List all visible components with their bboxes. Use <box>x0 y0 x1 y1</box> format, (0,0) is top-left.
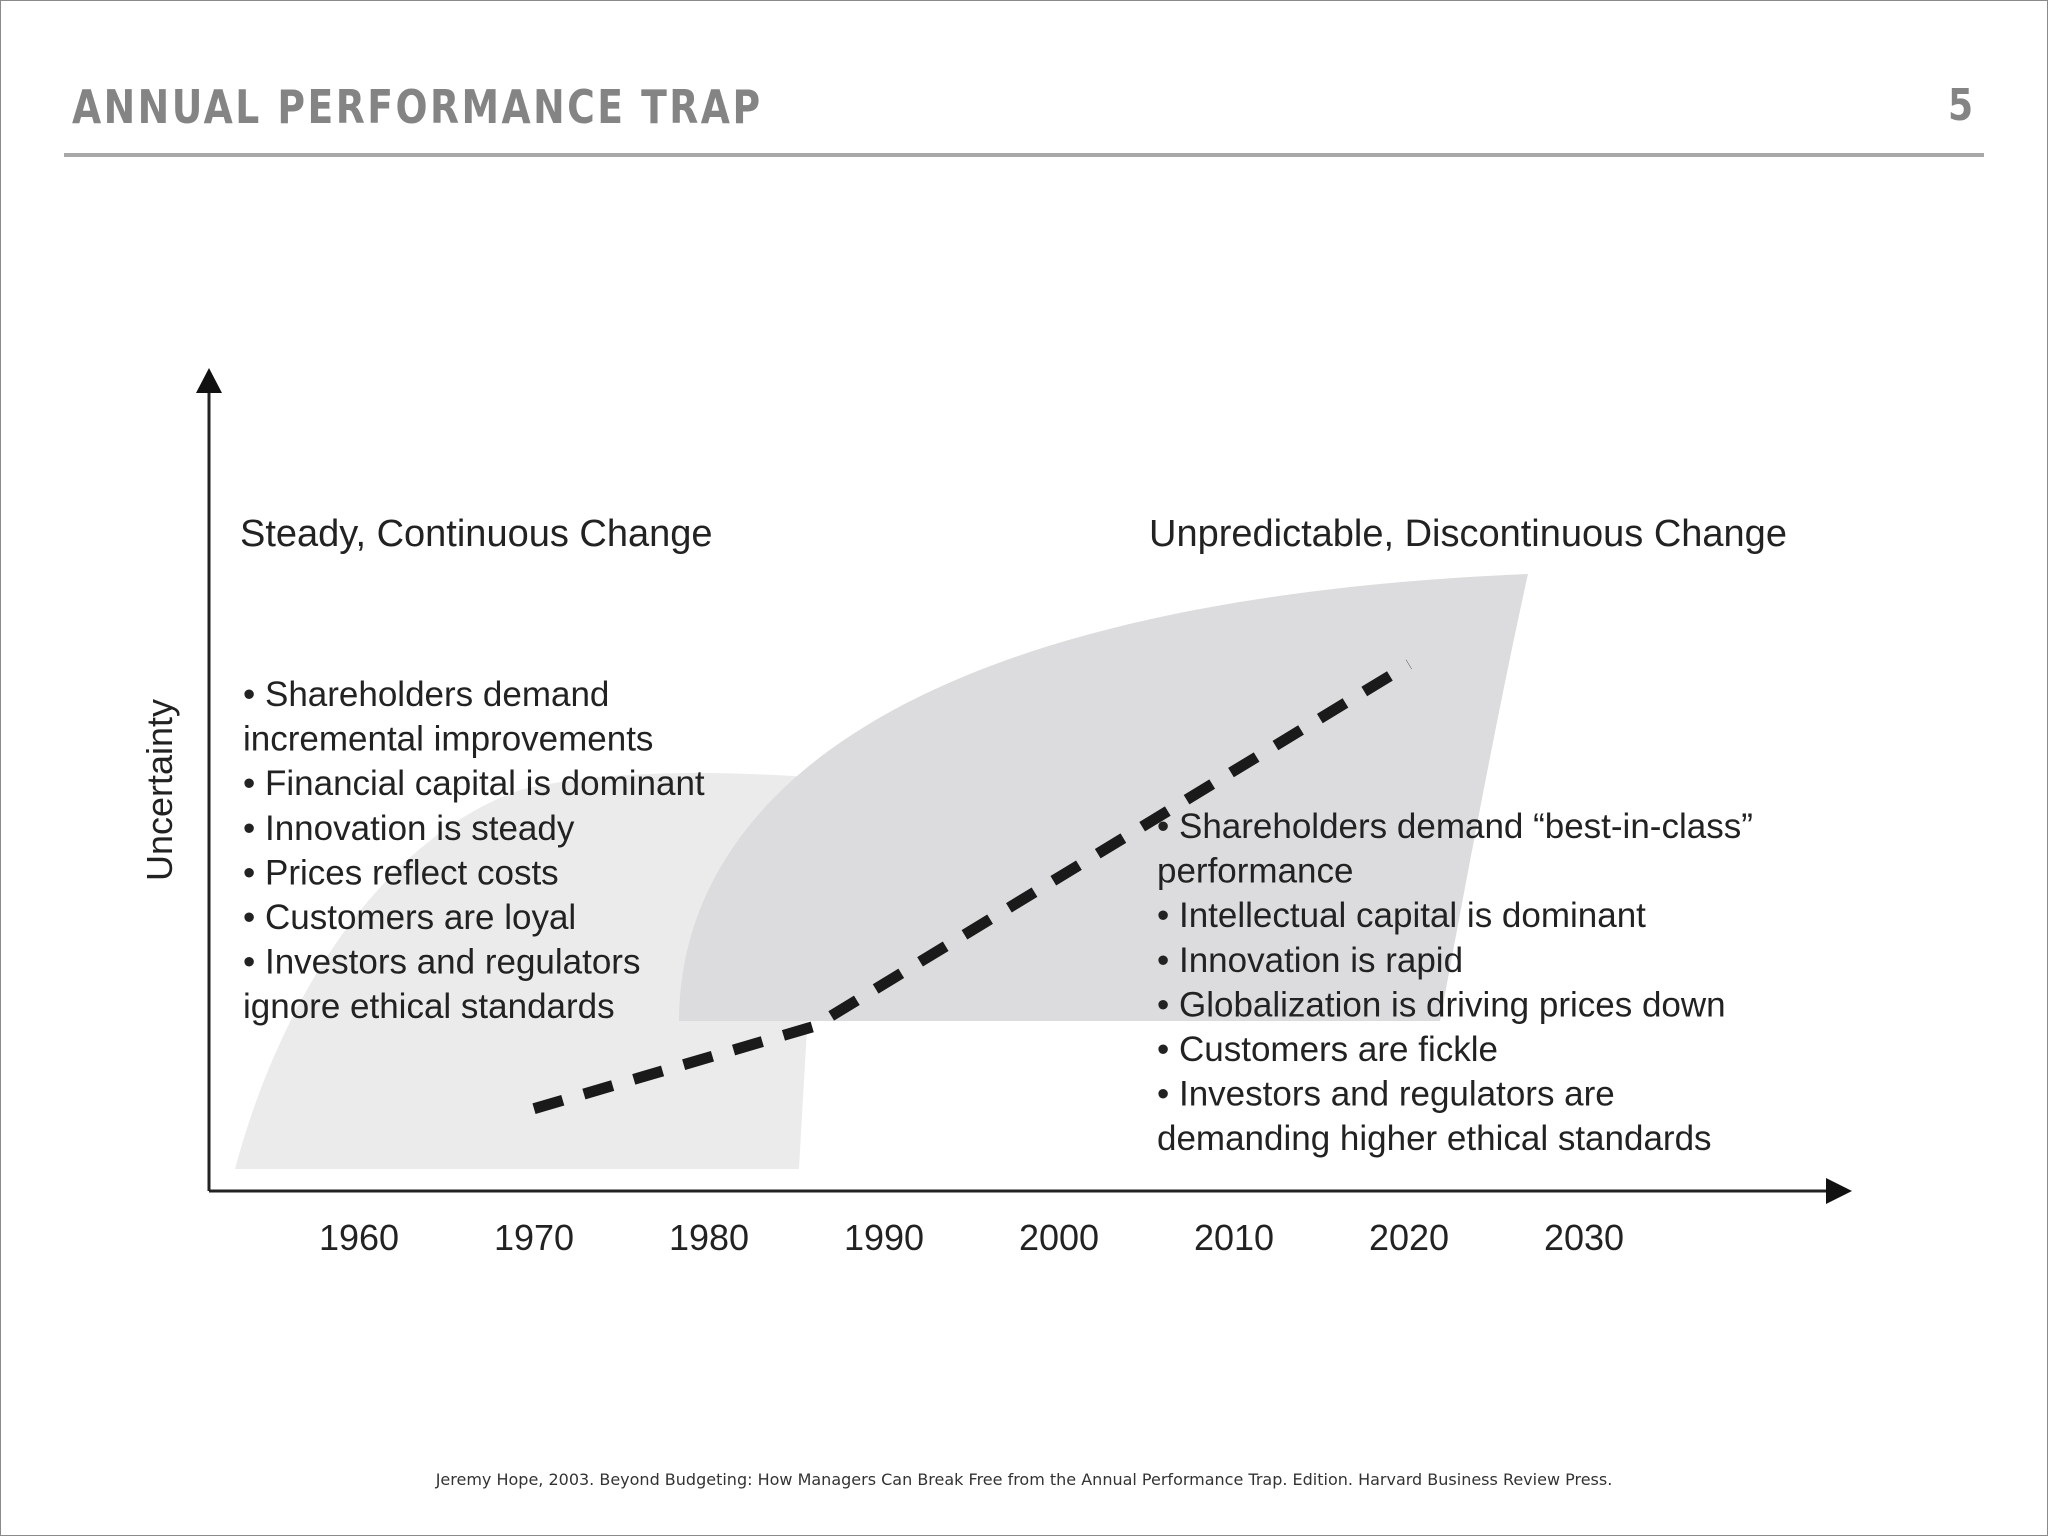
y-axis-label: Uncertainty <box>139 699 180 881</box>
bullet-line: • Innovation is rapid <box>1157 941 1463 980</box>
x-tick-label: 1990 <box>844 1217 924 1258</box>
right-bullet-list: • Shareholders demand “best-in-class” pe… <box>1157 807 1753 1158</box>
x-axis-arrow-icon <box>1826 1178 1852 1204</box>
bullet-line: • Shareholders demand “best-in-class” <box>1157 807 1753 846</box>
x-tick-label: 1970 <box>494 1217 574 1258</box>
steady-change-region <box>235 773 820 1169</box>
bullet-line: demanding higher ethical standards <box>1157 1119 1712 1158</box>
bullet-line: • Customers are fickle <box>1157 1030 1498 1069</box>
bullet-line: • Investors and regulators are <box>1157 1075 1615 1114</box>
bullet-line: • Financial capital is dominant <box>243 764 705 803</box>
left-heading: Steady, Continuous Change <box>240 513 713 555</box>
bullet-line: • Investors and regulators <box>243 943 640 982</box>
x-tick-label: 2010 <box>1194 1217 1274 1258</box>
x-tick-label: 2020 <box>1369 1217 1449 1258</box>
slide-title: ANNUAL PERFORMANCE TRAP <box>72 80 763 134</box>
page-number: 5 <box>1948 80 1974 131</box>
bullet-line: • Globalization is driving prices down <box>1157 985 1726 1024</box>
bullet-line: incremental improvements <box>243 720 653 759</box>
citation-footer: Jeremy Hope, 2003. Beyond Budgeting: How… <box>435 1470 1613 1489</box>
y-axis-arrow-icon <box>196 368 222 393</box>
x-tick-label: 2000 <box>1019 1217 1099 1258</box>
bullet-line: • Prices reflect costs <box>243 853 559 892</box>
bullet-line: ignore ethical standards <box>243 987 615 1026</box>
discontinuous-change-region <box>679 574 1528 1021</box>
x-tick-label: 1980 <box>669 1217 749 1258</box>
title-divider <box>64 153 1984 157</box>
bullet-line: • Shareholders demand <box>243 675 609 714</box>
uncertainty-trend-line <box>532 659 1412 1114</box>
x-tick-label: 2030 <box>1544 1217 1624 1258</box>
x-tick-label: 1960 <box>319 1217 399 1258</box>
left-bullet-list: • Shareholders demand incremental improv… <box>243 675 705 1026</box>
bullet-line: • Customers are loyal <box>243 898 576 937</box>
bullet-line: • Intellectual capital is dominant <box>1157 896 1646 935</box>
bullet-line: performance <box>1157 852 1353 891</box>
right-heading: Unpredictable, Discontinuous Change <box>1149 513 1787 555</box>
bullet-line: • Innovation is steady <box>243 809 575 848</box>
